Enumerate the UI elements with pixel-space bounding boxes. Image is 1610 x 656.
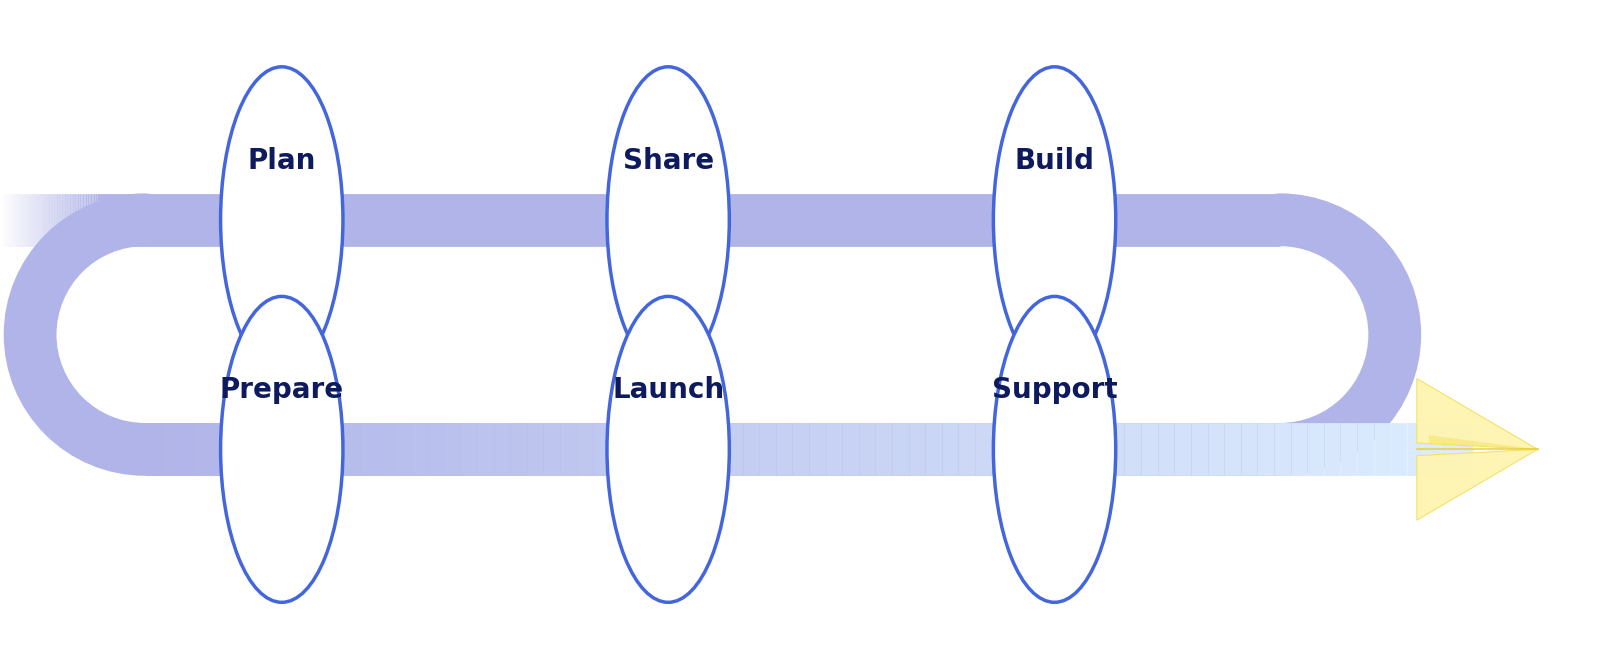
Text: Plan: Plan: [248, 147, 316, 174]
Text: Build: Build: [1014, 147, 1095, 174]
Polygon shape: [1417, 379, 1538, 449]
Text: Launch: Launch: [612, 377, 724, 404]
Polygon shape: [1417, 449, 1538, 520]
Text: Share: Share: [623, 147, 713, 174]
Ellipse shape: [607, 67, 729, 373]
Polygon shape: [1428, 435, 1538, 449]
Ellipse shape: [221, 67, 343, 373]
Text: Prepare: Prepare: [219, 377, 345, 404]
Text: Support: Support: [992, 377, 1117, 404]
Ellipse shape: [221, 297, 343, 602]
Ellipse shape: [993, 67, 1116, 373]
Ellipse shape: [607, 297, 729, 602]
Ellipse shape: [993, 297, 1116, 602]
